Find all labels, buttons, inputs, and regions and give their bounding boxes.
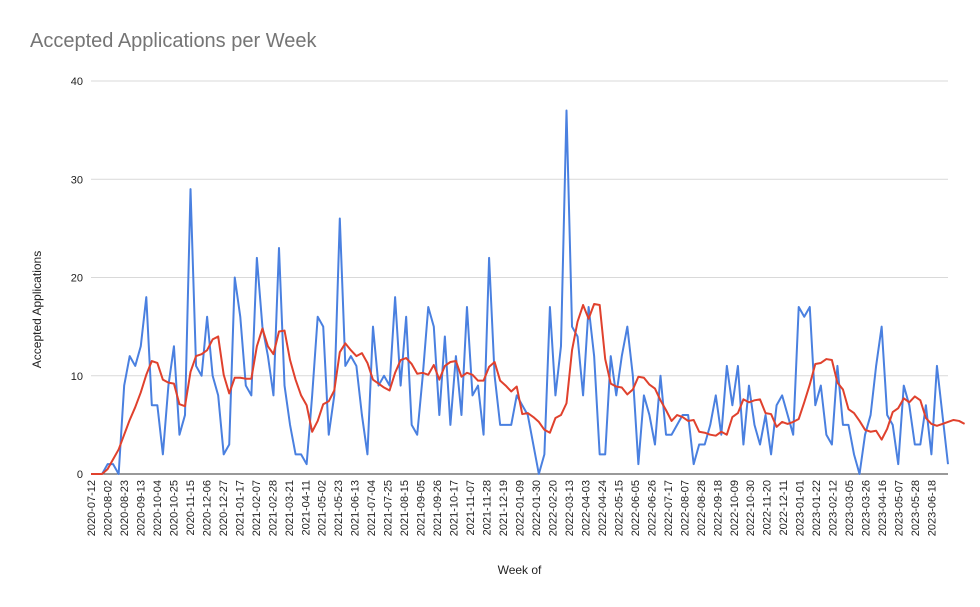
- y-axis-title: Accepted Applications: [30, 251, 44, 368]
- x-tick-label: 2022-06-05: [630, 480, 642, 536]
- x-tick-label: 2022-07-17: [663, 480, 675, 536]
- x-tick-label: 2022-10-09: [729, 480, 741, 536]
- x-tick-label: 2021-11-28: [482, 480, 494, 535]
- gridlines: [91, 80, 948, 475]
- x-tick-label: 2020-09-13: [135, 480, 147, 536]
- x-tick-label: 2021-04-11: [300, 480, 312, 535]
- x-tick-label: 2023-01-01: [795, 480, 807, 536]
- chart-title: Accepted Applications per Week: [30, 30, 317, 52]
- x-tick-label: 2023-05-28: [910, 480, 922, 536]
- x-tick-label: 2020-12-06: [201, 480, 213, 536]
- y-tick-label: 40: [71, 76, 83, 88]
- x-tick-label: 2021-11-07: [465, 480, 477, 535]
- x-tick-label: 2021-07-04: [366, 480, 378, 536]
- x-tick-label: 2020-08-02: [102, 480, 114, 536]
- x-tick-label: 2021-01-17: [234, 480, 246, 536]
- x-axis-title: Week of: [498, 563, 542, 577]
- x-tick-label: 2021-03-21: [284, 480, 296, 536]
- series-lines: [91, 109, 966, 475]
- x-tick-label: 2023-06-18: [927, 480, 939, 536]
- x-tick-label: 2022-05-15: [613, 480, 625, 536]
- x-tick-label: 2022-09-18: [712, 480, 724, 536]
- x-tick-label: 2023-03-26: [861, 480, 873, 536]
- x-tick-label: 2021-02-07: [251, 480, 263, 536]
- x-tick-label: 2022-04-03: [580, 480, 592, 536]
- x-tick-label: 2023-02-12: [828, 480, 840, 536]
- y-tick-label: 30: [71, 174, 83, 186]
- x-tick-label: 2022-06-26: [646, 480, 658, 536]
- x-tick-label: 2022-01-09: [515, 480, 527, 536]
- x-tick-label: 2021-12-19: [498, 480, 510, 536]
- y-tick-label: 0: [77, 469, 83, 481]
- x-tick-label: 2021-09-26: [432, 480, 444, 536]
- x-tick-label: 2022-08-07: [679, 480, 691, 536]
- x-tick-label: 2022-11-20: [762, 480, 774, 535]
- x-tick-labels: 2020-07-12 2020-08-02 2020-08-23 2020-09-13…: [86, 480, 939, 536]
- x-tick-label: 2021-08-15: [399, 480, 411, 536]
- x-tick-label: 2022-03-13: [564, 480, 576, 536]
- x-tick-label: 2020-12-27: [218, 480, 230, 536]
- x-tick-label: 2022-10-30: [745, 480, 757, 536]
- x-tick-label: 2020-10-04: [152, 480, 164, 536]
- x-tick-label: 2021-05-02: [317, 480, 329, 536]
- x-tick-label: 2023-03-05: [844, 480, 856, 536]
- x-tick-label: 2021-05-23: [333, 480, 345, 536]
- y-tick-label: 10: [71, 371, 83, 383]
- x-tick-label: 2020-10-25: [168, 480, 180, 536]
- x-tick-label: 2021-09-05: [416, 480, 428, 536]
- x-tick-label: 2022-08-28: [696, 480, 708, 536]
- x-tick-label: 2023-04-16: [877, 480, 889, 536]
- x-tick-label: 2023-05-07: [894, 480, 906, 536]
- x-tick-label: 2022-01-30: [531, 480, 543, 536]
- x-tick-label: 2021-07-25: [383, 480, 395, 536]
- series-line: [91, 109, 949, 475]
- x-tick-label: 2023-01-22: [811, 480, 823, 536]
- trend-line: [91, 303, 966, 475]
- x-tick-label: 2021-06-13: [350, 480, 362, 536]
- y-tick-label: 20: [71, 273, 83, 285]
- x-tick-label: 2022-12-11: [778, 480, 790, 535]
- x-tick-label: 2020-07-12: [86, 480, 98, 536]
- y-tick-labels: 0 10 20 30 40: [71, 76, 83, 481]
- x-tick-label: 2022-02-20: [547, 480, 559, 536]
- x-tick-label: 2022-04-24: [597, 480, 609, 536]
- x-tick-label: 2021-02-28: [267, 480, 279, 536]
- x-tick-label: 2021-10-17: [449, 480, 461, 536]
- x-tick-label: 2020-08-23: [119, 480, 131, 536]
- x-tick-label: 2020-11-15: [185, 480, 197, 535]
